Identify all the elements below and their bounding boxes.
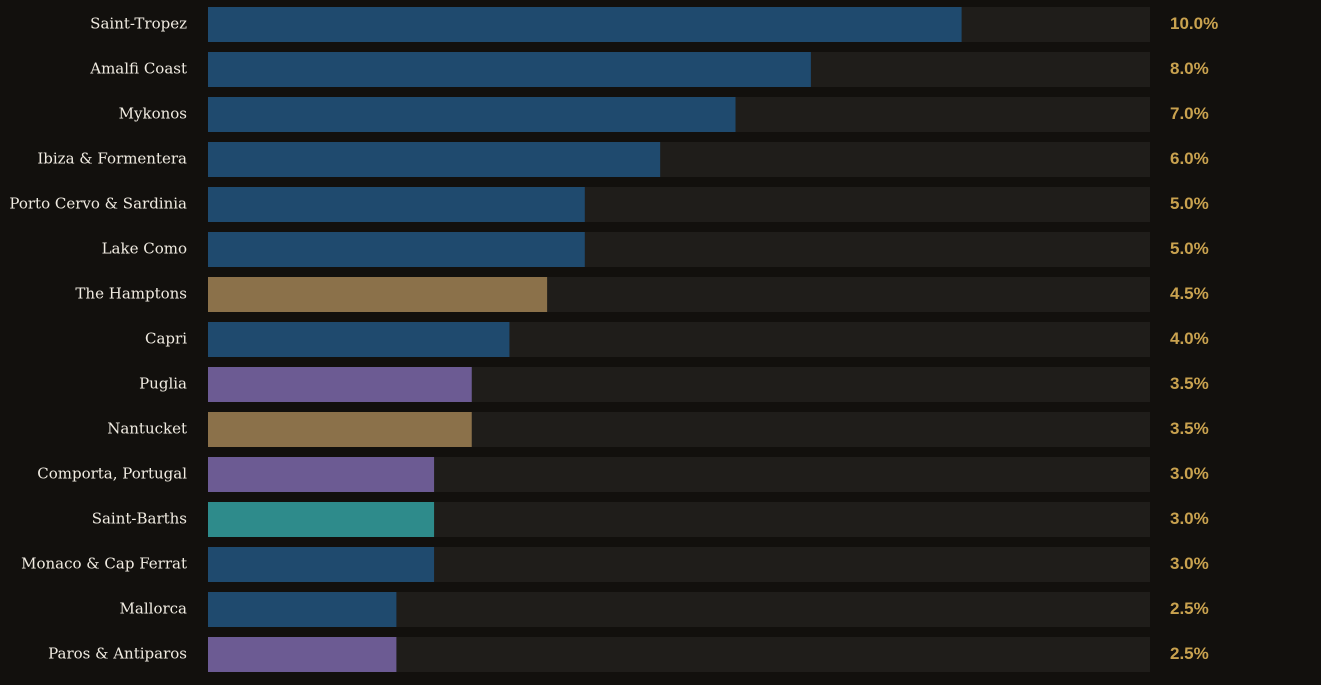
bar <box>208 97 736 132</box>
value-labels: 10.0% 8.0% 7.0% 6.0% 5.0% 5.0% 4.5% 4.0% 3.5% 3.5… <box>1170 14 1218 663</box>
data-label: 6.0% <box>1170 149 1209 168</box>
category-label: Saint-Barths <box>92 510 187 528</box>
category-label: Nantucket <box>107 420 187 438</box>
data-label: 3.0% <box>1170 554 1209 573</box>
data-label: 8.0% <box>1170 59 1209 78</box>
category-label: Mykonos <box>119 105 187 123</box>
bar <box>208 457 435 492</box>
data-label: 4.5% <box>1170 284 1209 303</box>
category-label: Paros & Antiparos <box>48 645 187 663</box>
bar <box>208 637 397 672</box>
data-label: 5.0% <box>1170 239 1209 258</box>
bar <box>208 592 397 627</box>
category-label: Comporta, Portugal <box>37 465 187 483</box>
data-label: 2.5% <box>1170 644 1209 663</box>
category-label: The Hamptons <box>75 285 187 303</box>
data-label: 3.5% <box>1170 419 1209 438</box>
category-label: Mallorca <box>120 600 187 618</box>
category-label: Puglia <box>139 375 187 393</box>
data-label: 4.0% <box>1170 329 1209 348</box>
data-label: 5.0% <box>1170 194 1209 213</box>
data-label: 3.0% <box>1170 464 1209 483</box>
data-label: 3.0% <box>1170 509 1209 528</box>
bar <box>208 7 962 42</box>
data-label: 10.0% <box>1170 14 1218 33</box>
data-label: 3.5% <box>1170 374 1209 393</box>
bar <box>208 412 472 447</box>
bar <box>208 367 472 402</box>
bar <box>208 547 435 582</box>
bar <box>208 187 585 222</box>
category-label: Lake Como <box>102 240 187 258</box>
category-label: Capri <box>145 330 187 348</box>
bar <box>208 502 435 537</box>
category-label: Ibiza & Formentera <box>37 150 187 168</box>
category-label: Saint-Tropez <box>90 15 187 33</box>
bars <box>208 7 962 672</box>
bar <box>208 277 548 312</box>
bar <box>208 232 585 267</box>
bar <box>208 322 510 357</box>
data-label: 7.0% <box>1170 104 1209 123</box>
data-label: 2.5% <box>1170 599 1209 618</box>
category-label: Porto Cervo & Sardinia <box>9 195 187 213</box>
category-label: Monaco & Cap Ferrat <box>21 555 187 573</box>
bar <box>208 142 661 177</box>
bar <box>208 52 811 87</box>
category-label: Amalfi Coast <box>89 60 187 78</box>
category-labels: Saint-Tropez Amalfi Coast Mykonos Ibiza & F… <box>9 15 187 663</box>
